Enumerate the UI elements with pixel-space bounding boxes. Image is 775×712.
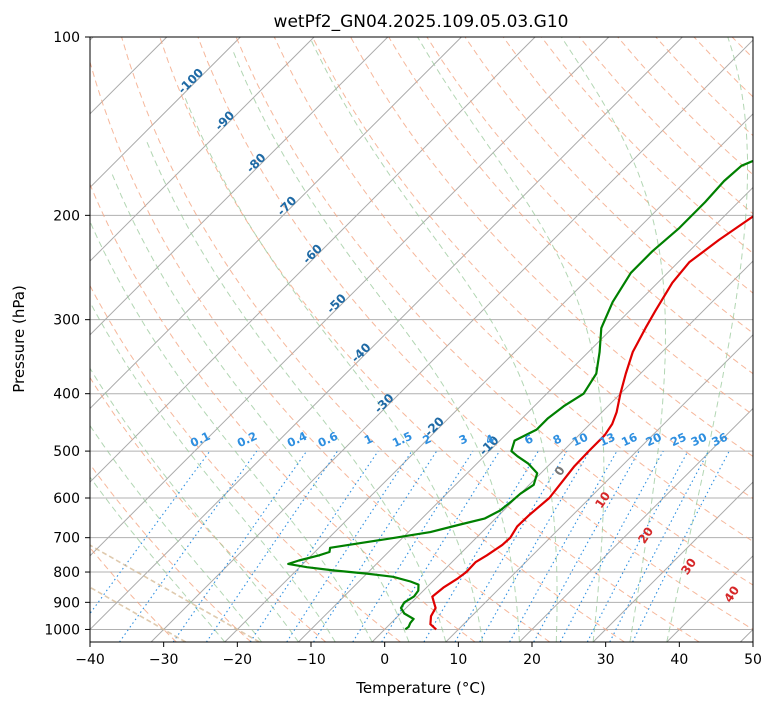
x-tick-label: −20: [223, 652, 253, 668]
y-tick-label: 300: [53, 313, 80, 329]
x-tick-label: 40: [670, 652, 688, 668]
chart-title: wetPf2_GN04.2025.109.05.03.G10: [274, 12, 569, 32]
y-tick-label: 500: [53, 444, 80, 460]
x-tick-label: −40: [75, 652, 105, 668]
x-tick-label: −10: [296, 652, 326, 668]
y-tick-label: 400: [53, 387, 80, 403]
x-tick-label: 20: [523, 652, 541, 668]
x-tick-label: 0: [380, 652, 389, 668]
x-axis-label: Temperature (°C): [355, 679, 485, 697]
y-tick-label: 1000: [44, 622, 80, 638]
y-tick-label: 600: [53, 491, 80, 507]
x-tick-label: 50: [744, 652, 762, 668]
y-tick-label: 700: [53, 531, 80, 547]
y-tick-label: 800: [53, 565, 80, 581]
y-axis-label: Pressure (hPa): [10, 285, 28, 393]
x-tick-label: 10: [449, 652, 467, 668]
x-tick-label: 30: [597, 652, 615, 668]
y-tick-label: 100: [53, 30, 80, 46]
x-tick-label: −30: [149, 652, 179, 668]
y-tick-label: 200: [53, 208, 80, 224]
y-tick-label: 900: [53, 595, 80, 611]
